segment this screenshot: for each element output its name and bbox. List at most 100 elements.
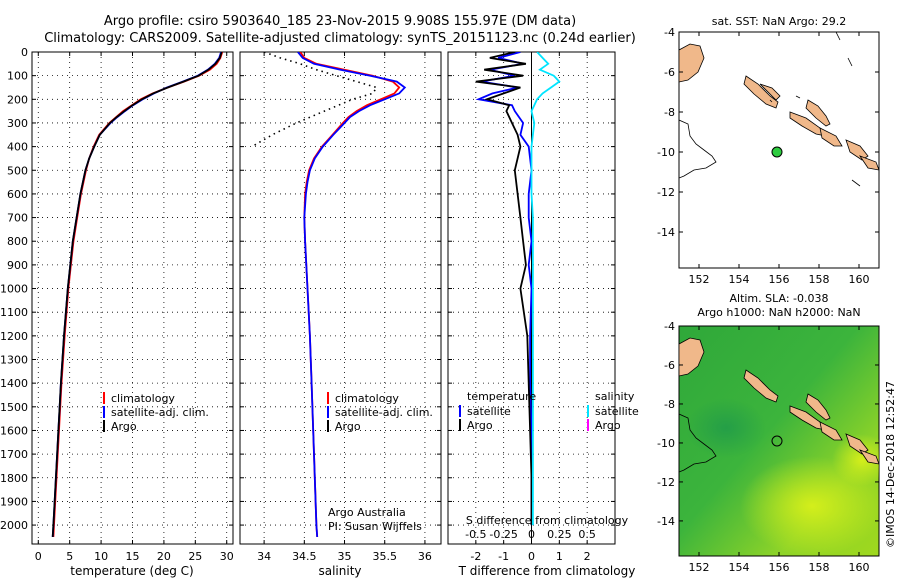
sla-map-ticks: 152 154 156 158 160 -4 -6 -8 -10 -12 -14 [657, 320, 879, 574]
annotation-argo-australia: Argo Australia [328, 506, 406, 519]
map-y-tick-label: -12 [657, 186, 675, 199]
difference-legend: temperature satellite Argo salinity sate… [459, 390, 639, 432]
series-line-salinity-satellite [530, 52, 561, 526]
sla-map-title-1: Altim. SLA: -0.038 [729, 292, 828, 305]
temperature-legend: climatology satellite-adj. clim. Argo [103, 392, 209, 433]
depth-tick-label: 100 [7, 70, 28, 83]
land-new-guinea [679, 43, 705, 83]
legend-title-salinity: salinity [595, 390, 635, 403]
x-tick-label: 2 [584, 550, 591, 563]
series-line-satellite-adj-clim- [297, 52, 407, 537]
temperature-panel: 0100200300400500600700800900100011001200… [0, 46, 234, 578]
legend-label-argo: Argo [335, 420, 361, 433]
sla-high-region-east [832, 434, 879, 486]
legend-label-satellite: satellite-adj. clim. [111, 406, 209, 419]
map-y-tick-label: -8 [664, 106, 675, 119]
imos-credit: ©IMOS 14-Dec-2018 12:52:47 [884, 381, 897, 548]
s-diff-tick-label: 0.5 [578, 528, 596, 541]
legend-label-temp-satellite: satellite [467, 405, 511, 418]
sst-map-coastline [679, 32, 879, 187]
x-tick-label: 10 [94, 550, 108, 563]
sla-high-region [740, 456, 879, 556]
map-y-tick-label: -12 [657, 476, 675, 489]
x-tick-label: -2 [470, 550, 481, 563]
depth-tick-label: 800 [7, 235, 28, 248]
series-line-temperature-satellite [475, 52, 533, 526]
map-x-tick-label: 158 [809, 273, 830, 286]
map-x-tick-label: 158 [809, 561, 830, 574]
temperature-xlabel: temperature (deg C) [70, 564, 193, 578]
s-diff-tick-label: -0.5 [465, 528, 486, 541]
s-diff-tick-label: 0.25 [547, 528, 572, 541]
temperature-tick-labels: 0 5 10 15 20 25 30 [35, 550, 234, 563]
salinity-axes-frame [239, 51, 442, 545]
x-tick-label: 30 [220, 550, 234, 563]
salinity-grid [240, 51, 441, 544]
title-line-1: Argo profile: csiro 5903640_185 23-Nov-2… [104, 14, 576, 29]
x-tick-label: 25 [188, 550, 202, 563]
depth-tick-label: 200 [7, 93, 28, 106]
map-x-tick-label: 160 [849, 273, 870, 286]
legend-label-satellite: satellite-adj. clim. [335, 406, 433, 419]
legend-label-temp-argo: Argo [467, 419, 493, 432]
x-tick-label: 36 [418, 550, 432, 563]
temperature-grid [32, 51, 233, 544]
temperature-series [51, 52, 224, 537]
land-new-britain [743, 75, 779, 109]
map-y-tick-label: -6 [664, 66, 675, 79]
depth-tick-label: 1200 [0, 330, 28, 343]
map-y-tick-label: -14 [657, 515, 675, 528]
map-y-tick-label: -8 [664, 398, 675, 411]
legend-label-sal-satellite: satellite [595, 405, 639, 418]
land-bougainville [805, 393, 831, 421]
legend-title-temperature: temperature [467, 390, 536, 403]
depth-tick-label: 1900 [0, 495, 28, 508]
map-y-tick-label: -10 [657, 437, 675, 450]
land-santa-isabel [819, 421, 843, 441]
s-difference-label: S difference from climatology [466, 514, 629, 527]
land-makira [858, 155, 879, 171]
map-x-tick-label: 154 [729, 561, 750, 574]
float-position-marker [771, 146, 783, 158]
land-makira [858, 449, 879, 465]
difference-xlabel: T difference from climatology [458, 564, 636, 578]
depth-tick-label: 300 [7, 117, 28, 130]
sla-map-title-2: Argo h1000: NaN h2000: NaN [697, 306, 860, 319]
land-new-britain [743, 369, 779, 403]
map-x-tick-label: 156 [769, 561, 790, 574]
depth-tick-label: 1500 [0, 401, 28, 414]
salinity-panel: 34 34.5 35 35.5 36 salinity climatology sate… [239, 51, 442, 578]
x-tick-label: 0 [528, 550, 535, 563]
depth-tick-label: 1100 [0, 306, 28, 319]
title-line-2: Climatology: CARS2009. Satellite-adjuste… [44, 31, 636, 46]
salinity-xlabel: salinity [318, 564, 361, 578]
depth-tick-label: 2000 [0, 519, 28, 532]
depth-tick-label: 0 [21, 46, 28, 59]
depth-tick-label: 1400 [0, 377, 28, 390]
sla-map-field [679, 337, 879, 556]
legend-label-sal-argo: Argo [595, 419, 621, 432]
sst-map-title: sat. SST: NaN Argo: 29.2 [712, 15, 846, 28]
sst-map-ticks: 152 154 156 158 160 -4 -6 -8 -10 -12 -14 [657, 26, 879, 286]
depth-tick-label: 1600 [0, 424, 28, 437]
map-y-tick-label: -4 [664, 320, 675, 333]
s-diff-tick-label: 0 [528, 528, 535, 541]
land-bougainville [805, 99, 831, 127]
depth-tick-label: 600 [7, 188, 28, 201]
land-santa-isabel [819, 127, 843, 147]
depth-tick-label: 1800 [0, 472, 28, 485]
s-diff-tick-label: -0.25 [489, 528, 517, 541]
difference-series [475, 52, 561, 526]
map-x-tick-label: 152 [689, 273, 710, 286]
x-tick-label: 0 [35, 550, 42, 563]
depth-tick-label: 1700 [0, 448, 28, 461]
salinity-series [251, 52, 407, 537]
x-tick-label: 35 [338, 550, 352, 563]
x-tick-label: 20 [157, 550, 171, 563]
legend-label-climatology: climatology [335, 392, 399, 405]
salinity-legend: climatology satellite-adj. clim. Argo [327, 392, 433, 433]
x-tick-label: 35.5 [372, 550, 397, 563]
s-difference-tick-labels: -0.5 -0.25 0 0.25 0.5 [465, 528, 596, 541]
t-difference-tick-labels: -2 -1 0 1 2 [470, 550, 590, 563]
